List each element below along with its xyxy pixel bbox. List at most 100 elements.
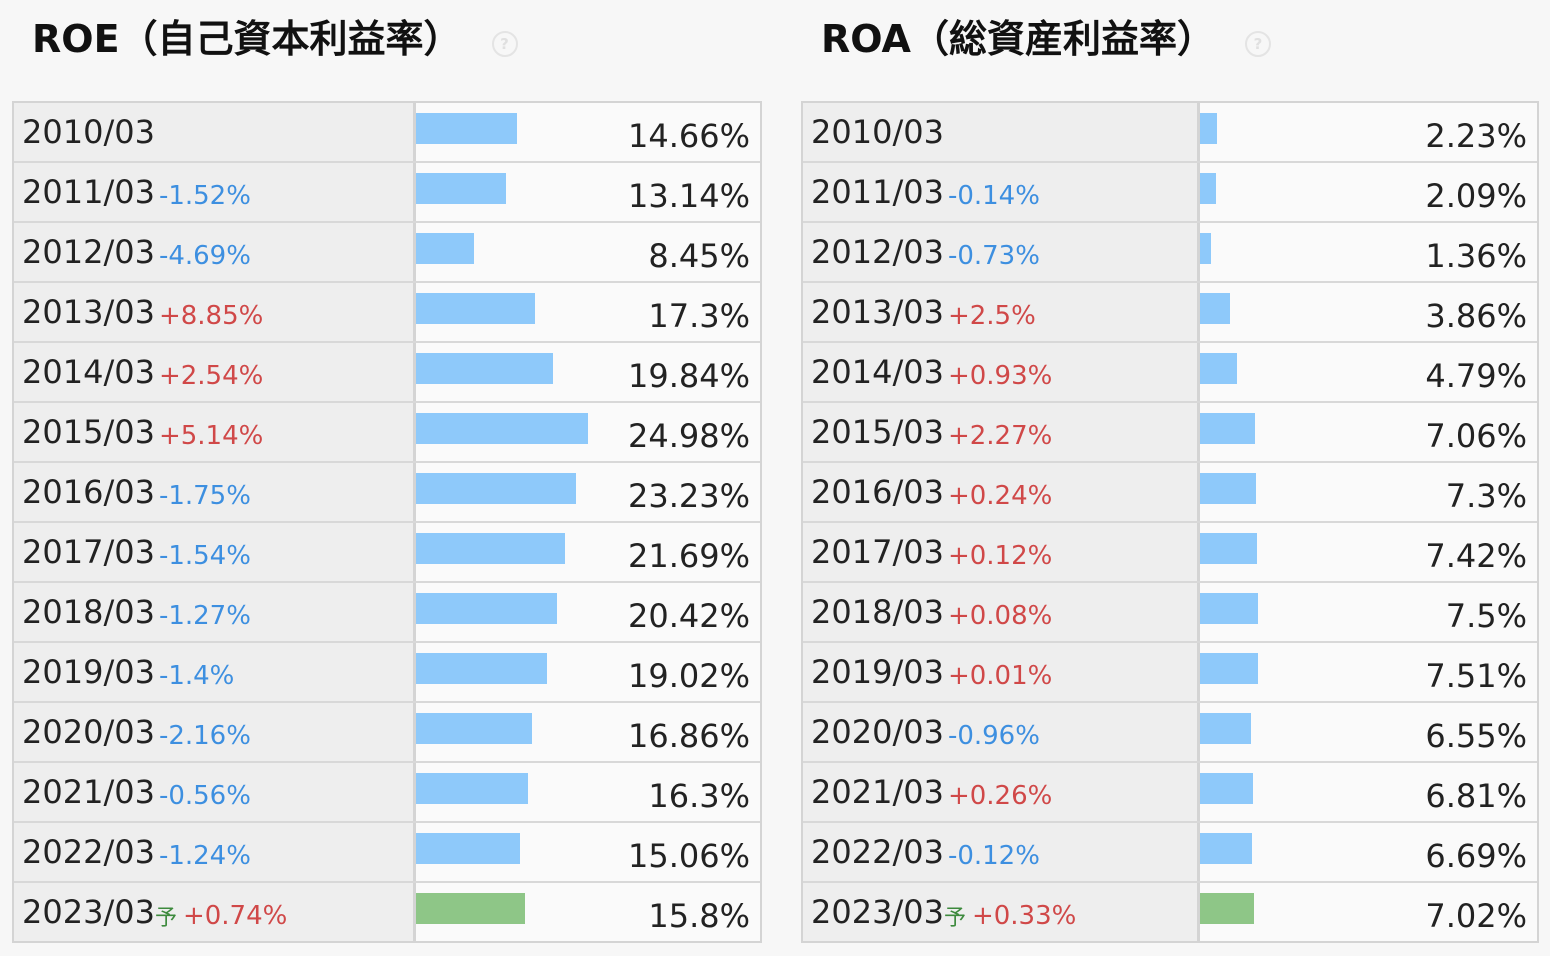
period-label: 2021/03 [22,773,155,811]
change-label: +0.08% [947,601,1053,631]
roa-row-label: 2018/03 +0.08% [803,583,1200,641]
value-label: 2.23% [1425,117,1527,155]
change-label: +0.26% [947,781,1053,811]
change-label: +0.24% [947,481,1053,511]
change-label: -1.24% [158,841,251,871]
roa-row: 2023/03 予 +0.33% 7.02% [803,883,1537,941]
roa-row: 2019/03 +0.01% 7.51% [803,643,1537,703]
roa-row: 2020/03 -0.96% 6.55% [803,703,1537,763]
period-label: 2021/03 [811,773,944,811]
change-label: -0.73% [947,241,1040,271]
roe-value-cell: 19.84% [416,343,760,401]
period-label: 2010/03 [811,113,944,151]
change-label: -0.96% [947,721,1040,751]
roa-row-label: 2010/03 [803,103,1200,161]
roe-value-cell: 8.45% [416,223,760,281]
roe-value-cell: 16.86% [416,703,760,761]
roa-row-label: 2016/03 +0.24% [803,463,1200,521]
roa-row: 2017/03 +0.12% 7.42% [803,523,1537,583]
roe-row-label: 2020/03 -2.16% [14,703,416,761]
value-label: 7.02% [1425,897,1527,935]
roe-value-cell: 15.8% [416,883,760,941]
roe-bar [416,653,547,684]
roe-row-label: 2014/03 +2.54% [14,343,416,401]
roe-bar [416,593,557,624]
change-label: -1.52% [158,181,251,211]
roe-row-label: 2018/03 -1.27% [14,583,416,641]
period-label: 2016/03 [811,473,944,511]
roa-row: 2014/03 +0.93% 4.79% [803,343,1537,403]
period-label: 2018/03 [811,593,944,631]
change-label: -0.12% [947,841,1040,871]
roe-row: 2017/03 -1.54% 21.69% [14,523,760,583]
roe-bar [416,173,506,204]
roe-row-label: 2023/03 予 +0.74% [14,883,416,941]
roa-row-label: 2012/03 -0.73% [803,223,1200,281]
roa-bar [1200,833,1252,864]
roe-row: 2014/03 +2.54% 19.84% [14,343,760,403]
roa-value-cell: 7.42% [1200,523,1537,581]
roe-value-cell: 16.3% [416,763,760,821]
value-label: 6.81% [1425,777,1527,815]
value-label: 1.36% [1425,237,1527,275]
change-label: +2.54% [158,361,264,391]
question-circle-icon[interactable]: ? [1244,30,1271,57]
change-label: -2.16% [158,721,251,751]
roa-row: 2018/03 +0.08% 7.5% [803,583,1537,643]
roe-bar [416,893,525,924]
roa-value-cell: 6.81% [1200,763,1537,821]
roe-title-text: ROE（自己資本利益率） [32,17,462,61]
roe-row-label: 2021/03 -0.56% [14,763,416,821]
period-label: 2017/03 [22,533,155,571]
roe-row: 2018/03 -1.27% 20.42% [14,583,760,643]
question-circle-icon[interactable]: ? [491,30,518,57]
change-label: +5.14% [158,421,264,451]
roa-row-label: 2017/03 +0.12% [803,523,1200,581]
change-label: -1.54% [158,541,251,571]
roa-row-label: 2023/03 予 +0.33% [803,883,1200,941]
period-label: 2019/03 [22,653,155,691]
roa-value-cell: 4.79% [1200,343,1537,401]
period-label: 2011/03 [22,173,155,211]
roe-bar [416,293,535,324]
roe-row: 2021/03 -0.56% 16.3% [14,763,760,823]
period-label: 2015/03 [22,413,155,451]
roa-bar [1200,173,1216,204]
roe-row: 2013/03 +8.85% 17.3% [14,283,760,343]
period-label: 2023/03 [22,893,155,931]
change-label: +2.5% [947,301,1036,331]
roa-value-cell: 7.3% [1200,463,1537,521]
period-label: 2017/03 [811,533,944,571]
roa-row: 2013/03 +2.5% 3.86% [803,283,1537,343]
period-label: 2013/03 [22,293,155,331]
roe-row-label: 2022/03 -1.24% [14,823,416,881]
value-label: 15.8% [648,897,750,935]
roa-value-cell: 7.51% [1200,643,1537,701]
change-label: -4.69% [158,241,251,271]
roe-value-cell: 15.06% [416,823,760,881]
value-label: 4.79% [1425,357,1527,395]
roa-row: 2021/03 +0.26% 6.81% [803,763,1537,823]
roe-value-cell: 21.69% [416,523,760,581]
roa-table: 2010/03 2.23% 2011/03 -0.14% 2.09% 2012/03 -0.… [801,101,1539,943]
roe-row-label: 2011/03 -1.52% [14,163,416,221]
roe-row-label: 2019/03 -1.4% [14,643,416,701]
period-label: 2020/03 [22,713,155,751]
value-label: 2.09% [1425,177,1527,215]
roa-value-cell: 7.02% [1200,883,1537,941]
roa-row: 2016/03 +0.24% 7.3% [803,463,1537,523]
value-label: 16.86% [627,717,750,755]
roe-bar [416,473,576,504]
roa-row-label: 2014/03 +0.93% [803,343,1200,401]
roe-value-cell: 13.14% [416,163,760,221]
roe-row: 2019/03 -1.4% 19.02% [14,643,760,703]
period-label: 2023/03 [811,893,944,931]
roe-row-label: 2016/03 -1.75% [14,463,416,521]
value-label: 7.51% [1425,657,1527,695]
roa-row: 2011/03 -0.14% 2.09% [803,163,1537,223]
roe-bar [416,533,565,564]
period-label: 2012/03 [811,233,944,271]
roe-row: 2012/03 -4.69% 8.45% [14,223,760,283]
roa-value-cell: 6.55% [1200,703,1537,761]
value-label: 15.06% [627,837,750,875]
